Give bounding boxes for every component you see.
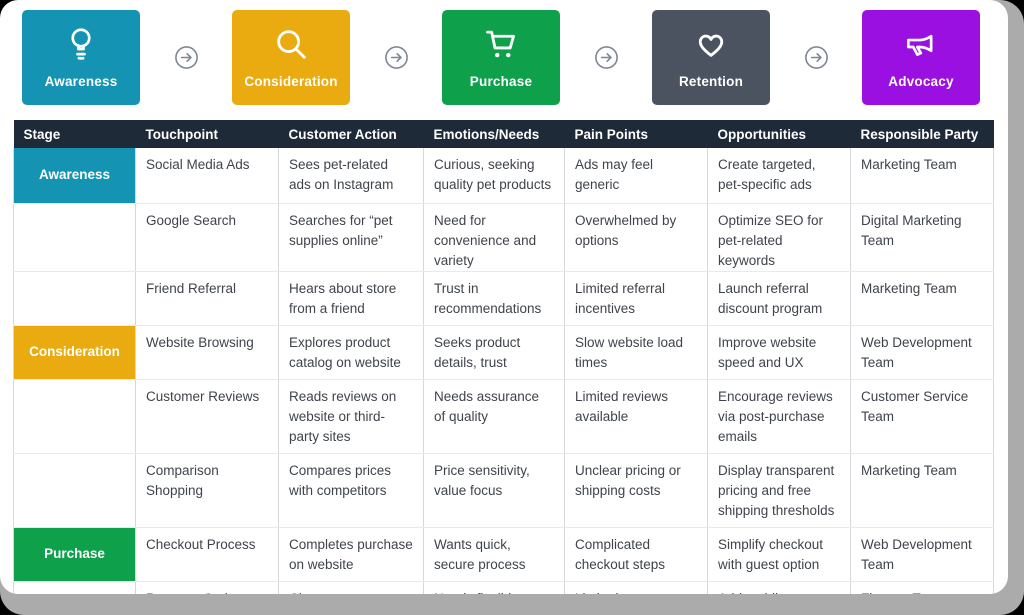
table-row: Purchase Checkout Process Completes purc… — [13, 527, 994, 582]
pain-points-cell: Ads may feel generic — [564, 148, 708, 204]
customer-action-cell: Hears about store from a friend — [278, 271, 424, 326]
stage-cell-empty — [13, 453, 136, 528]
column-header-opportunities: Opportunities — [707, 120, 851, 148]
responsible-party-cell: Marketing Team — [850, 271, 994, 326]
responsible-party-cell: Digital Marketing Team — [850, 203, 994, 272]
touchpoint-cell: Comparison Shopping — [135, 453, 279, 528]
stage-chip-label: Awareness — [44, 74, 118, 89]
touchpoint-cell: Customer Reviews — [135, 379, 279, 454]
opportunities-cell: Display transparent pricing and free shi… — [707, 453, 851, 528]
arrow-right-circle-icon — [383, 44, 410, 71]
stage-flow: Awareness Consideration — [22, 10, 980, 105]
responsible-party-cell: Web Development Team — [850, 527, 994, 582]
table-row: Friend Referral Hears about store from a… — [13, 271, 994, 326]
touchpoint-cell: Website Browsing — [135, 325, 279, 380]
touchpoint-cell: Friend Referral — [135, 271, 279, 326]
customer-action-cell: Reads reviews on website or third-party … — [278, 379, 424, 454]
pain-points-cell: Limited payment — [564, 581, 708, 594]
customer-action-cell: Compares prices with competitors — [278, 453, 424, 528]
responsible-party-cell: Marketing Team — [850, 148, 994, 204]
stage-chip-label: Advocacy — [888, 74, 954, 89]
responsible-party-cell: Customer Service Team — [850, 379, 994, 454]
pain-points-cell: Limited reviews available — [564, 379, 708, 454]
table-row: Payment Options Chooses payment Needs fl… — [13, 581, 994, 594]
column-header-pain-points: Pain Points — [564, 120, 708, 148]
emotions-needs-cell: Needs flexible, secure — [423, 581, 565, 594]
lightbulb-icon — [62, 25, 100, 63]
opportunities-cell: Improve website speed and UX — [707, 325, 851, 380]
stage-chip-label: Retention — [678, 74, 744, 89]
touchpoint-cell: Checkout Process — [135, 527, 279, 582]
responsible-party-cell: Marketing Team — [850, 453, 994, 528]
customer-action-cell: Sees pet-related ads on Instagram — [278, 148, 424, 204]
stage-chip-awareness: Awareness — [22, 10, 140, 105]
stage-chip-consideration: Consideration — [232, 10, 350, 105]
pain-points-cell: Unclear pricing or shipping costs — [564, 453, 708, 528]
stage-chip-advocacy: Advocacy — [862, 10, 980, 105]
pain-points-cell: Complicated checkout steps — [564, 527, 708, 582]
stage-chip-label: Purchase — [469, 74, 533, 89]
emotions-needs-cell: Curious, seeking quality pet products — [423, 148, 565, 204]
arrow-right-circle-icon — [803, 44, 830, 71]
stage-chip-retention: Retention — [652, 10, 770, 105]
emotions-needs-cell: Seeks product details, trust — [423, 325, 565, 380]
table-row: Customer Reviews Reads reviews on websit… — [13, 379, 994, 454]
heart-icon — [692, 25, 730, 63]
opportunities-cell: Launch referral discount program — [707, 271, 851, 326]
pain-points-cell: Overwhelmed by options — [564, 203, 708, 272]
arrow-right-circle-icon — [593, 44, 620, 71]
table-row: Google Search Searches for “pet supplies… — [13, 203, 994, 272]
pain-points-cell: Limited referral incentives — [564, 271, 708, 326]
table-row: Comparison Shopping Compares prices with… — [13, 453, 994, 528]
magnifier-icon — [272, 25, 310, 63]
journey-table: Stage Touchpoint Customer Action Emotion… — [13, 120, 994, 594]
column-header-customer-action: Customer Action — [278, 120, 424, 148]
cart-icon — [482, 25, 520, 63]
stage-cell-empty — [13, 203, 136, 272]
journey-map-card: Awareness Consideration — [0, 0, 1008, 594]
stage-cell-awareness: Awareness — [13, 148, 136, 204]
touchpoint-cell: Google Search — [135, 203, 279, 272]
stage-chip-label: Consideration — [244, 74, 338, 89]
stage-cell-consideration: Consideration — [13, 325, 136, 380]
emotions-needs-cell: Wants quick, secure process — [423, 527, 565, 582]
stage-cell-empty — [13, 581, 136, 594]
opportunities-cell: Create targeted, pet-specific ads — [707, 148, 851, 204]
stage-chip-purchase: Purchase — [442, 10, 560, 105]
column-header-touchpoint: Touchpoint — [135, 120, 279, 148]
opportunities-cell: Optimize SEO for pet-related keywords — [707, 203, 851, 272]
table-row: Consideration Website Browsing Explores … — [13, 325, 994, 380]
table-header-row: Stage Touchpoint Customer Action Emotion… — [13, 120, 994, 148]
arrow-right-circle-icon — [173, 44, 200, 71]
pain-points-cell: Slow website load times — [564, 325, 708, 380]
customer-action-cell: Chooses payment — [278, 581, 424, 594]
customer-action-cell: Searches for “pet supplies online” — [278, 203, 424, 272]
stage-cell-empty — [13, 271, 136, 326]
column-header-stage: Stage — [13, 120, 136, 148]
stage-cell-empty — [13, 379, 136, 454]
emotions-needs-cell: Trust in recommendations — [423, 271, 565, 326]
emotions-needs-cell: Needs assurance of quality — [423, 379, 565, 454]
emotions-needs-cell: Price sensitivity, value focus — [423, 453, 565, 528]
opportunities-cell: Encourage reviews via post-purchase emai… — [707, 379, 851, 454]
stage-cell-purchase: Purchase — [13, 527, 136, 582]
column-header-emotions-needs: Emotions/Needs — [423, 120, 565, 148]
customer-action-cell: Completes purchase on website — [278, 527, 424, 582]
touchpoint-cell: Social Media Ads — [135, 148, 279, 204]
opportunities-cell: Simplify checkout with guest option — [707, 527, 851, 582]
table-row: Awareness Social Media Ads Sees pet-rela… — [13, 148, 994, 204]
emotions-needs-cell: Need for convenience and variety — [423, 203, 565, 272]
megaphone-icon — [902, 25, 940, 63]
responsible-party-cell: Web Development Team — [850, 325, 994, 380]
opportunities-cell: Add mobile payment — [707, 581, 851, 594]
column-header-responsible-party: Responsible Party — [850, 120, 994, 148]
touchpoint-cell: Payment Options — [135, 581, 279, 594]
customer-action-cell: Explores product catalog on website — [278, 325, 424, 380]
responsible-party-cell: Finance Team — [850, 581, 994, 594]
